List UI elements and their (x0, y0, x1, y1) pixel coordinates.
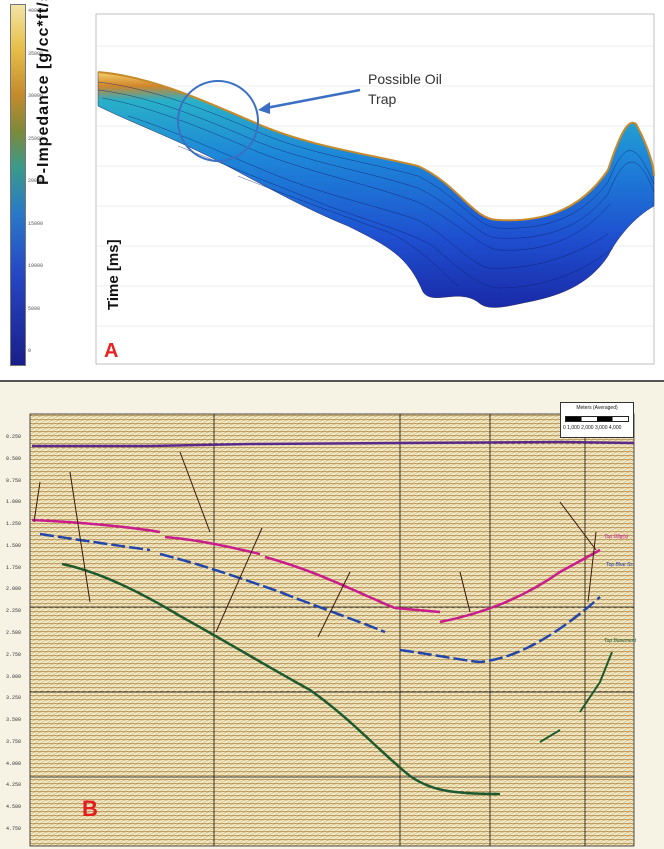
time-tick-label: 3.750 (6, 738, 22, 745)
colorbar-tick: 25000 (28, 135, 44, 142)
horizon-top (32, 440, 635, 448)
time-tick-label: 1.000 (6, 499, 22, 506)
colorbar-tick: 15000 (28, 220, 44, 227)
time-tick-label: 4.500 (6, 804, 22, 811)
horizon-basement (61, 562, 501, 796)
faults (33, 451, 597, 638)
colorbar-tick: 10000 (28, 263, 44, 269)
colorbar-title: P-Impedance [g/cc*ft/s] (35, 0, 52, 185)
time-tick-label: 4.750 (6, 826, 22, 832)
scale-title: Meters (Averaged) (576, 405, 618, 411)
time-tick-label: 2.250 (6, 608, 22, 615)
time-tick-label: 1.500 (6, 542, 22, 549)
horizon-label-blue-ss: Top Blue Ss (606, 562, 633, 568)
impedance-layers (97, 81, 655, 289)
impedance-seismic-plot (95, 13, 655, 365)
colorbar-tick: 20000 (28, 178, 44, 184)
colorbar (10, 4, 26, 366)
panel-label-a: A (104, 340, 119, 362)
trap-annotation: Possible Oil Trap (368, 71, 442, 107)
time-tick-label: 0.250 (6, 434, 22, 440)
panel-label-b: B (82, 796, 98, 821)
upper-reflector (97, 71, 655, 222)
horizon-olig (31, 518, 601, 624)
horizon-label-basement: Top Basement (604, 638, 637, 644)
time-tick-label: 0.500 (6, 455, 22, 462)
time-tick-label: 4.000 (6, 760, 22, 767)
time-tick-label: 2.750 (6, 651, 22, 658)
time-tick-label: 0.750 (6, 477, 22, 484)
panel-a-impedance-section: 40000 35000 30000 25000 20000 15000 10000 5000 0… (0, 0, 664, 378)
seismic-interpretation-plot (29, 413, 635, 847)
horizon-label-olig: Top Olig(s) (604, 534, 629, 540)
trap-arrow (265, 88, 361, 110)
y-axis-title: Time [ms] (105, 239, 122, 310)
colorbar-tick: 40000 (28, 8, 44, 14)
time-tick-label: 1.250 (6, 521, 22, 528)
time-tick-label: 2.500 (6, 630, 22, 636)
time-tick-label: 4.250 (6, 782, 22, 789)
time-tick-label: 1.750 (6, 564, 22, 571)
trap-circle (177, 80, 259, 162)
scale-bar (565, 416, 629, 422)
horizon-blue-ss (39, 532, 601, 664)
scale-ticks: 0 1,000 2,000 3,000 4,000 (563, 425, 622, 431)
time-tick-label: 3.500 (6, 717, 22, 724)
panel-b-seismic-interpretation: Meters (Averaged) 0 1,000 2,000 3,000 4,… (0, 380, 664, 849)
colorbar-tick: 35000 (28, 50, 44, 57)
time-tick-label: 3.250 (6, 695, 22, 702)
colorbar-tick: 5000 (28, 305, 41, 312)
colorbar-tick: 30000 (28, 93, 44, 99)
scale-bar-box: Meters (Averaged) 0 1,000 2,000 3,000 4,… (560, 402, 634, 438)
time-tick-label: 3.000 (6, 673, 22, 680)
time-tick-label: 2.000 (6, 586, 22, 593)
colorbar-tick: 0 (28, 348, 32, 354)
section-grid (30, 414, 634, 846)
